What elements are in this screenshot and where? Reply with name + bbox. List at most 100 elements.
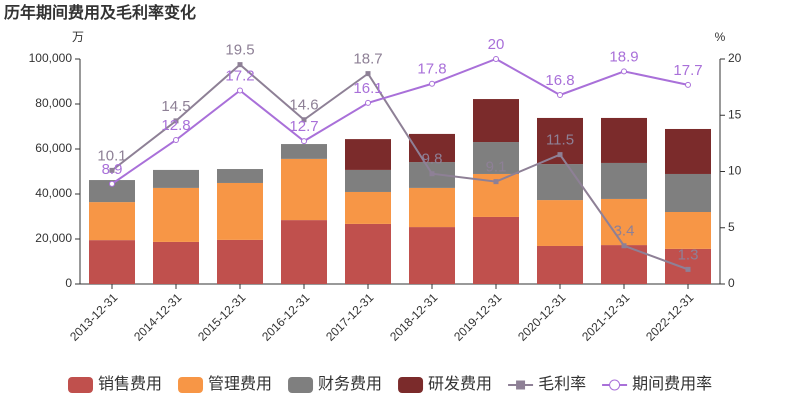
data-label: 17.2 bbox=[225, 67, 254, 84]
marker bbox=[493, 179, 499, 185]
bar bbox=[601, 162, 647, 199]
bar bbox=[665, 128, 711, 174]
marker bbox=[621, 68, 627, 75]
legend-marker bbox=[609, 379, 621, 391]
legend-label: 销售费用 bbox=[98, 375, 162, 393]
y-tick-label: 20,000 bbox=[35, 231, 72, 245]
marker bbox=[365, 99, 371, 106]
bar bbox=[89, 180, 135, 203]
marker bbox=[429, 80, 435, 87]
y2-tick-label: 0 bbox=[728, 276, 735, 290]
marker bbox=[493, 56, 499, 62]
bar bbox=[153, 187, 199, 242]
x-tick-label: 2018-12-31 bbox=[387, 290, 441, 344]
bar bbox=[601, 117, 647, 163]
legend-label: 期间费用率 bbox=[632, 375, 712, 393]
data-label: 12.8 bbox=[161, 117, 190, 134]
line bbox=[111, 57, 689, 185]
data-label: 18.9 bbox=[609, 48, 638, 65]
marker bbox=[557, 92, 563, 98]
data-label: 9.8 bbox=[422, 151, 443, 168]
legend-label: 毛利率 bbox=[538, 375, 586, 393]
bar bbox=[665, 248, 711, 284]
bar bbox=[665, 173, 711, 212]
bar bbox=[345, 191, 391, 224]
bar bbox=[537, 164, 583, 201]
marker bbox=[429, 171, 435, 177]
y2-tick-label: 15 bbox=[728, 107, 742, 121]
marker bbox=[237, 87, 243, 94]
legend-swatch bbox=[178, 377, 204, 393]
data-label: 14.5 bbox=[161, 98, 190, 115]
bar bbox=[89, 202, 135, 241]
bar bbox=[217, 182, 263, 240]
marker bbox=[685, 266, 691, 272]
marker bbox=[109, 167, 115, 173]
y-tick-label: 0 bbox=[65, 276, 72, 290]
legend-label: 管理费用 bbox=[208, 375, 272, 393]
x-tick-label: 2022-12-31 bbox=[643, 290, 697, 344]
x-tick-label: 2015-12-31 bbox=[195, 290, 249, 344]
data-label: 3.4 bbox=[614, 223, 635, 240]
marker bbox=[557, 152, 563, 158]
bar bbox=[473, 216, 519, 284]
marker bbox=[365, 71, 371, 77]
data-label: 20 bbox=[488, 36, 505, 53]
data-label: 16.1 bbox=[353, 80, 382, 97]
legend-marker bbox=[516, 380, 526, 390]
chart-title: 历年期间费用及毛利率变化 bbox=[4, 3, 196, 22]
x-tick-label: 2014-12-31 bbox=[131, 290, 185, 344]
bar bbox=[89, 240, 135, 284]
marker bbox=[173, 137, 179, 143]
bar bbox=[217, 169, 263, 183]
x-tick-label: 2016-12-31 bbox=[259, 290, 313, 344]
x-tick-label: 2013-12-31 bbox=[67, 290, 121, 344]
data-label: 17.8 bbox=[417, 61, 446, 78]
bar bbox=[409, 187, 455, 228]
data-label: 16.8 bbox=[545, 72, 574, 89]
x-tick-label: 2021-12-31 bbox=[579, 290, 633, 344]
marker bbox=[237, 62, 243, 68]
bar bbox=[409, 227, 455, 284]
data-label: 9.1 bbox=[486, 159, 507, 176]
y-tick-label: 60,000 bbox=[35, 141, 72, 155]
bar bbox=[153, 241, 199, 284]
y-tick-label: 40,000 bbox=[35, 186, 72, 200]
bar bbox=[281, 220, 327, 284]
marker bbox=[109, 180, 115, 187]
y2-unit: % bbox=[715, 30, 726, 44]
marker bbox=[301, 138, 307, 145]
bar bbox=[537, 200, 583, 246]
marker bbox=[685, 81, 691, 88]
x-tick-label: 2020-12-31 bbox=[515, 290, 569, 344]
data-label: 18.7 bbox=[353, 51, 382, 68]
legend-swatch bbox=[398, 377, 424, 393]
bar bbox=[473, 142, 519, 174]
data-label: 17.7 bbox=[673, 62, 702, 79]
y-tick-label: 80,000 bbox=[35, 96, 72, 110]
bar bbox=[665, 212, 711, 249]
y-unit: 万 bbox=[72, 30, 84, 44]
data-label: 14.6 bbox=[289, 97, 318, 114]
x-tick-label: 2019-12-31 bbox=[451, 290, 505, 344]
data-label: 8.9 bbox=[102, 161, 123, 178]
marker bbox=[621, 243, 627, 249]
bar bbox=[153, 169, 199, 188]
legend-swatch bbox=[68, 377, 93, 393]
y2-tick-label: 20 bbox=[728, 51, 742, 65]
bar bbox=[601, 198, 647, 246]
bar bbox=[217, 239, 263, 284]
bar bbox=[345, 223, 391, 284]
bar bbox=[281, 158, 327, 221]
bar bbox=[537, 245, 583, 284]
y-tick-label: 100,000 bbox=[29, 51, 73, 65]
legend-label: 研发费用 bbox=[428, 375, 492, 393]
data-label: 1.3 bbox=[678, 246, 699, 263]
data-label: 11.5 bbox=[546, 132, 574, 149]
legend-label: 财务费用 bbox=[318, 375, 382, 393]
bar bbox=[281, 144, 327, 159]
data-label: 10.1 bbox=[97, 147, 126, 164]
marker bbox=[173, 118, 179, 124]
bar bbox=[345, 169, 391, 192]
